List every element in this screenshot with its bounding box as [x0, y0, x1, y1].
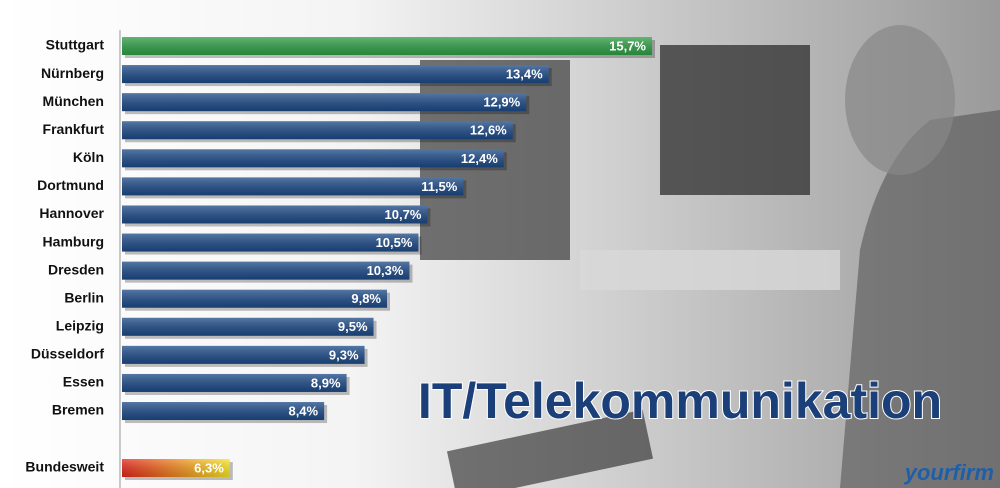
value-label: 10,5%	[376, 235, 413, 250]
value-label: 13,4%	[506, 67, 543, 82]
category-label: Düsseldorf	[31, 346, 104, 362]
category-label: Hannover	[39, 205, 104, 221]
value-label: 9,3%	[329, 347, 359, 362]
value-label: 9,5%	[338, 319, 368, 334]
category-label: Essen	[63, 374, 104, 390]
value-label: 9,8%	[351, 291, 381, 306]
bar-gloss	[122, 459, 230, 477]
bar-gloss	[122, 149, 504, 168]
bar-gloss	[122, 233, 419, 252]
chart-title: IT/Telekommunikation	[418, 373, 942, 429]
value-label: 15,7%	[609, 38, 646, 53]
person-head	[845, 25, 955, 175]
category-label: München	[43, 93, 104, 109]
bar-gloss	[122, 205, 428, 224]
bar-gloss	[122, 65, 549, 84]
category-label: Hamburg	[43, 233, 104, 249]
value-label: 12,6%	[470, 123, 507, 138]
value-label: 8,9%	[311, 375, 341, 390]
bar-gloss	[122, 177, 464, 196]
desk	[580, 250, 840, 290]
bar-gloss	[122, 37, 652, 55]
bar-gloss	[122, 93, 527, 112]
bar-gloss	[122, 345, 365, 364]
category-label: Leipzig	[56, 318, 104, 334]
reference-label: Bundesweit	[25, 459, 104, 475]
category-label: Köln	[73, 149, 104, 165]
value-label: 8,4%	[288, 403, 318, 418]
bar-gloss	[122, 402, 325, 421]
bar-gloss	[122, 289, 387, 308]
value-label: 10,7%	[385, 207, 422, 222]
value-label: 12,4%	[461, 151, 498, 166]
bar-gloss	[122, 121, 513, 140]
monitor	[660, 45, 810, 195]
bar-gloss	[122, 373, 347, 392]
category-label: Dortmund	[37, 177, 104, 193]
bar-gloss	[122, 317, 374, 336]
value-label: 12,9%	[483, 95, 520, 110]
category-label: Nürnberg	[41, 65, 104, 81]
category-label: Bremen	[52, 402, 104, 418]
category-label: Frankfurt	[43, 121, 105, 137]
value-label: 10,3%	[367, 263, 404, 278]
value-label: 11,5%	[421, 179, 458, 194]
category-label: Dresden	[48, 261, 104, 277]
person	[840, 110, 1000, 488]
bars: Stuttgart 15,7% Nürnberg 13,4% München 12,9% F…	[25, 37, 655, 480]
keyboard	[446, 409, 654, 488]
brand-logo: yourfirm	[904, 460, 994, 485]
category-label: Berlin	[64, 289, 104, 305]
bar-gloss	[122, 261, 410, 280]
category-label: Stuttgart	[46, 37, 105, 53]
value-label: 6,3%	[194, 460, 224, 475]
